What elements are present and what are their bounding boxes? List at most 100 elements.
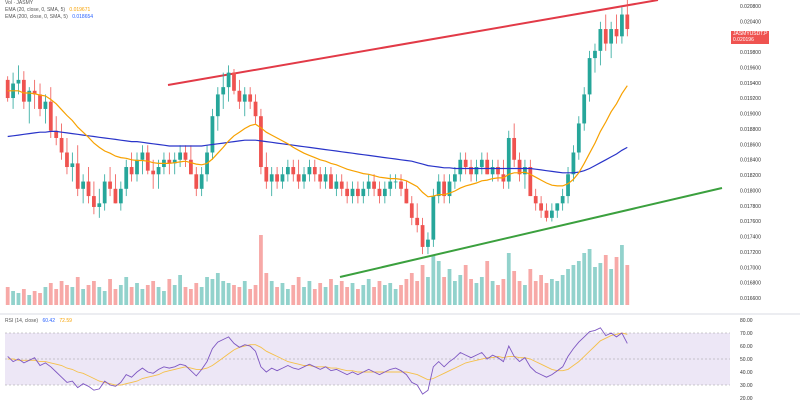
candle-body bbox=[285, 167, 290, 175]
candle-body bbox=[377, 188, 382, 197]
candle-body bbox=[129, 167, 134, 175]
volume-bar bbox=[382, 285, 387, 305]
candle-body bbox=[463, 159, 468, 168]
candle-body bbox=[614, 29, 619, 37]
volume-bar bbox=[32, 291, 37, 305]
candle-body bbox=[215, 94, 220, 117]
volume-bar bbox=[560, 275, 565, 305]
price-tick-label: 0.016600 bbox=[740, 296, 761, 302]
price-tick-label: 0.018600 bbox=[740, 142, 761, 148]
candle-body bbox=[172, 159, 177, 164]
candle-body bbox=[65, 152, 69, 168]
volume-bar bbox=[307, 281, 312, 305]
volume-bar bbox=[458, 275, 463, 305]
volume-bar bbox=[361, 285, 366, 305]
legend-ema200[interactable]: EMA (200, close, 0, SMA, 5) 0.018654 bbox=[5, 14, 93, 21]
candle-body bbox=[382, 188, 387, 197]
candle-body bbox=[135, 159, 139, 175]
candle-body bbox=[582, 94, 587, 124]
volume-bar bbox=[129, 287, 134, 305]
volume-bar bbox=[312, 289, 317, 305]
volume-bar bbox=[533, 281, 538, 305]
legend-ema20[interactable]: EMA (20, close, 0, SMA, 5) 0.019671 bbox=[5, 7, 90, 14]
candle-body bbox=[415, 217, 420, 226]
price-badge: JASMYUSDT.P 0.020196 bbox=[731, 31, 769, 44]
candle-body bbox=[291, 167, 296, 175]
candle-body bbox=[356, 188, 360, 197]
volume-bar bbox=[108, 279, 112, 305]
volume-bar bbox=[199, 287, 204, 305]
volume-bar bbox=[59, 281, 64, 305]
candle-body bbox=[388, 181, 393, 189]
volume-bar bbox=[528, 269, 533, 305]
legend-rsi-label: RSI (14, close) bbox=[5, 318, 39, 324]
volume-bar bbox=[172, 285, 177, 305]
candle-body bbox=[350, 188, 355, 197]
volume-bar bbox=[237, 287, 242, 305]
candle-body bbox=[312, 167, 317, 175]
candle-body bbox=[372, 181, 376, 189]
candle-body bbox=[307, 167, 312, 175]
candle-body bbox=[560, 196, 565, 204]
candle-body bbox=[27, 90, 32, 102]
price-tick-label: 0.019000 bbox=[740, 112, 761, 118]
volume-bar bbox=[506, 253, 511, 305]
volume-bar bbox=[178, 275, 182, 305]
candle-body bbox=[86, 181, 91, 197]
candle-body bbox=[48, 101, 53, 131]
volume-bar bbox=[232, 285, 236, 305]
volume-bar bbox=[92, 281, 96, 305]
volume-bar bbox=[393, 289, 398, 305]
volume-bar bbox=[27, 295, 32, 305]
legend-rsi[interactable]: RSI (14, close) 60.42 72.59 bbox=[5, 318, 72, 325]
volume-bar bbox=[415, 281, 420, 305]
price-tick-label: 0.019600 bbox=[740, 65, 761, 71]
candle-body bbox=[167, 159, 172, 164]
price-tick-label: 0.018200 bbox=[740, 173, 761, 179]
legend-ema20-value: 0.019671 bbox=[69, 7, 91, 13]
volume-bar bbox=[609, 269, 614, 305]
volume-bar bbox=[167, 279, 172, 305]
volume-bar bbox=[329, 279, 333, 305]
volume-bar bbox=[54, 289, 59, 305]
volume-bar bbox=[285, 289, 290, 305]
candle-body bbox=[5, 79, 10, 99]
candle-body bbox=[566, 174, 570, 197]
candle-body bbox=[221, 87, 226, 95]
volume-bar bbox=[539, 275, 543, 305]
volume-bar bbox=[582, 253, 587, 305]
ema-lines bbox=[7, 85, 628, 198]
volume-bar bbox=[280, 283, 285, 305]
volume-bar bbox=[11, 291, 15, 305]
candle-body bbox=[361, 188, 366, 197]
candle-body bbox=[318, 174, 323, 182]
candle-body bbox=[544, 210, 549, 218]
candle-body bbox=[485, 159, 490, 175]
volume-bar bbox=[366, 279, 371, 305]
candle-body bbox=[593, 50, 597, 59]
candle-body bbox=[194, 174, 199, 189]
candle-body bbox=[420, 225, 425, 247]
candle-body bbox=[609, 29, 614, 44]
volume-bar bbox=[221, 281, 226, 305]
volume-bar bbox=[113, 289, 118, 305]
volume-bar bbox=[188, 289, 193, 305]
volume-bar bbox=[453, 281, 457, 305]
rsi-tick-label: 70.00 bbox=[740, 331, 753, 337]
candle-body bbox=[479, 159, 484, 168]
ema20-line bbox=[7, 85, 628, 198]
volume-bar bbox=[215, 273, 220, 305]
price-tick-label: 0.017400 bbox=[740, 235, 761, 241]
price-tick-label: 0.019800 bbox=[740, 50, 761, 56]
candle-body bbox=[620, 14, 624, 37]
rsi-line bbox=[7, 327, 628, 395]
candle-body bbox=[280, 174, 285, 182]
volume-bar bbox=[399, 285, 403, 305]
candle-body bbox=[539, 203, 543, 211]
resistance-trendline bbox=[167, 0, 659, 86]
volume-bar bbox=[479, 277, 484, 305]
volume-bar bbox=[501, 279, 506, 305]
volume-bar bbox=[135, 283, 139, 305]
